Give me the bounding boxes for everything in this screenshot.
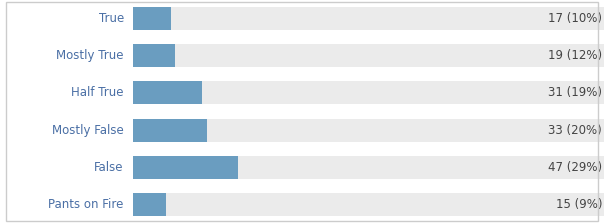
Text: Mostly False: Mostly False — [52, 124, 124, 136]
FancyBboxPatch shape — [133, 7, 171, 30]
Text: Mostly True: Mostly True — [56, 49, 124, 62]
Text: 47 (29%): 47 (29%) — [548, 161, 602, 174]
FancyBboxPatch shape — [133, 119, 604, 142]
Text: True: True — [98, 12, 124, 25]
Text: 15 (9%): 15 (9%) — [556, 198, 602, 211]
FancyBboxPatch shape — [133, 193, 604, 216]
FancyBboxPatch shape — [133, 156, 604, 179]
FancyBboxPatch shape — [133, 81, 604, 104]
Text: 33 (20%): 33 (20%) — [548, 124, 602, 136]
FancyBboxPatch shape — [133, 193, 167, 216]
FancyBboxPatch shape — [133, 156, 238, 179]
FancyBboxPatch shape — [133, 7, 604, 30]
Text: Pants on Fire: Pants on Fire — [48, 198, 124, 211]
Text: 31 (19%): 31 (19%) — [548, 87, 602, 99]
Text: 17 (10%): 17 (10%) — [548, 12, 602, 25]
Text: False: False — [94, 161, 124, 174]
FancyBboxPatch shape — [133, 44, 604, 67]
Text: 19 (12%): 19 (12%) — [548, 49, 602, 62]
FancyBboxPatch shape — [133, 119, 207, 142]
FancyBboxPatch shape — [133, 81, 202, 104]
FancyBboxPatch shape — [133, 44, 175, 67]
Text: Half True: Half True — [71, 87, 124, 99]
